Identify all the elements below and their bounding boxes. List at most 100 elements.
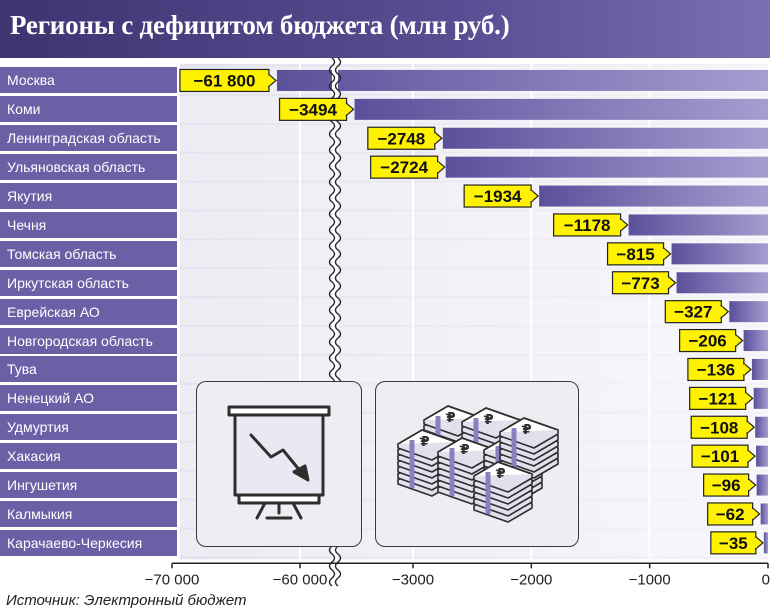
pointer-join xyxy=(734,335,737,346)
region-label: Чечня xyxy=(0,211,177,238)
value-label: −1934 xyxy=(463,184,540,208)
value-label: −2724 xyxy=(370,155,446,179)
value-text: −136 xyxy=(697,360,735,379)
region-label: Ненецкий АО xyxy=(0,385,177,412)
value-text: −108 xyxy=(700,418,738,437)
bar xyxy=(276,69,768,91)
value-label: −815 xyxy=(606,242,672,266)
value-label: −1178 xyxy=(553,213,629,237)
bar xyxy=(751,358,768,380)
value-label: −96 xyxy=(703,473,757,497)
pointer-join xyxy=(744,393,747,404)
money-stack-icon: ₽₽₽₽₽₽₽ xyxy=(397,405,559,523)
pointer-join xyxy=(619,219,622,230)
value-text: −121 xyxy=(699,389,737,408)
pointer-join xyxy=(751,508,754,519)
region-label: Ульяновская область xyxy=(0,154,177,181)
money-bundle: ₽ xyxy=(473,461,533,523)
value-text: −206 xyxy=(688,332,726,351)
region-label: Коми xyxy=(0,96,177,123)
value-label: −101 xyxy=(691,444,756,468)
bar xyxy=(628,214,768,236)
region-label: Ингушетия xyxy=(0,472,177,499)
header: Регионы с дефицитом бюджета (млн руб.) xyxy=(0,0,770,58)
value-label: −62 xyxy=(707,502,761,526)
bar xyxy=(763,532,768,554)
value-label: −773 xyxy=(611,271,677,295)
value-text: −2748 xyxy=(377,129,425,148)
value-label: −2748 xyxy=(367,126,443,150)
bar xyxy=(753,387,768,409)
pointer-join xyxy=(267,75,270,86)
svg-text:₽: ₽ xyxy=(460,443,469,458)
region-label: Калмыкия xyxy=(0,500,177,527)
value-label: −108 xyxy=(690,415,756,439)
pointer-join xyxy=(745,422,749,433)
value-text: −1934 xyxy=(474,187,522,206)
x-tick-label: −2000 xyxy=(510,571,552,588)
region-label: Новгородская область xyxy=(0,327,177,354)
pointer-join xyxy=(719,306,723,317)
pointer-join xyxy=(747,480,750,491)
pointer-join xyxy=(345,104,348,115)
value-text: −1178 xyxy=(564,216,611,235)
bar xyxy=(442,127,768,149)
chart-icon-card xyxy=(196,381,362,547)
value-text: −815 xyxy=(616,245,654,264)
value-text: −3494 xyxy=(289,100,337,119)
bar xyxy=(671,243,768,265)
value-text: −62 xyxy=(716,505,745,524)
value-text: −101 xyxy=(701,447,739,466)
row-stripe xyxy=(180,327,768,354)
x-tick-label: 0 xyxy=(762,571,770,588)
svg-text:₽: ₽ xyxy=(420,435,429,450)
pointer-join xyxy=(754,537,757,548)
region-label: Тува xyxy=(0,356,177,383)
value-label: −61 800 xyxy=(179,68,277,93)
pointer-join xyxy=(433,133,436,144)
bar xyxy=(354,98,768,120)
region-label: Хакасия xyxy=(0,443,177,470)
bar xyxy=(445,156,768,178)
region-label: Еврейская АО xyxy=(0,298,177,325)
bar xyxy=(729,301,768,323)
region-label: Москва xyxy=(0,67,177,94)
svg-text:₽: ₽ xyxy=(496,467,505,482)
pointer-join xyxy=(746,451,750,462)
svg-text:₽: ₽ xyxy=(446,411,455,426)
region-label: Удмуртия xyxy=(0,414,177,441)
bar xyxy=(755,416,768,438)
value-label: −327 xyxy=(664,300,730,324)
money-bundle: ₽ xyxy=(499,417,559,479)
bar xyxy=(676,272,768,294)
bar xyxy=(539,185,768,207)
x-tick-label: −1000 xyxy=(629,571,671,588)
bar xyxy=(743,330,768,352)
value-text: −2724 xyxy=(380,158,428,177)
pointer-join xyxy=(436,162,439,173)
region-label: Томская область xyxy=(0,240,177,267)
x-tick-label: −70 000 xyxy=(145,571,200,588)
money-icon-card: ₽₽₽₽₽₽₽ xyxy=(375,381,579,547)
svg-text:₽: ₽ xyxy=(484,413,493,428)
bar xyxy=(756,445,768,467)
region-label: Карачаево-Черкесия xyxy=(0,529,177,556)
bar xyxy=(756,474,768,496)
value-label: −121 xyxy=(689,386,754,410)
pointer-join xyxy=(667,277,670,288)
chart-down-icon xyxy=(227,405,331,520)
value-text: −773 xyxy=(621,274,659,293)
pointer-join xyxy=(529,191,533,202)
value-label: −35 xyxy=(710,531,764,555)
region-label: Якутия xyxy=(0,183,177,210)
pointer-join xyxy=(742,364,745,375)
value-text: −96 xyxy=(712,476,741,495)
bar xyxy=(760,503,768,525)
source-note: Источник: Электронный бюджет xyxy=(6,592,247,609)
pointer-join xyxy=(662,248,665,259)
value-text: −327 xyxy=(674,303,712,322)
region-label: Ленинградская область xyxy=(0,125,177,152)
x-tick-label: −60 000 xyxy=(273,571,328,588)
value-text: −61 800 xyxy=(193,71,255,90)
svg-text:₽: ₽ xyxy=(522,423,531,438)
